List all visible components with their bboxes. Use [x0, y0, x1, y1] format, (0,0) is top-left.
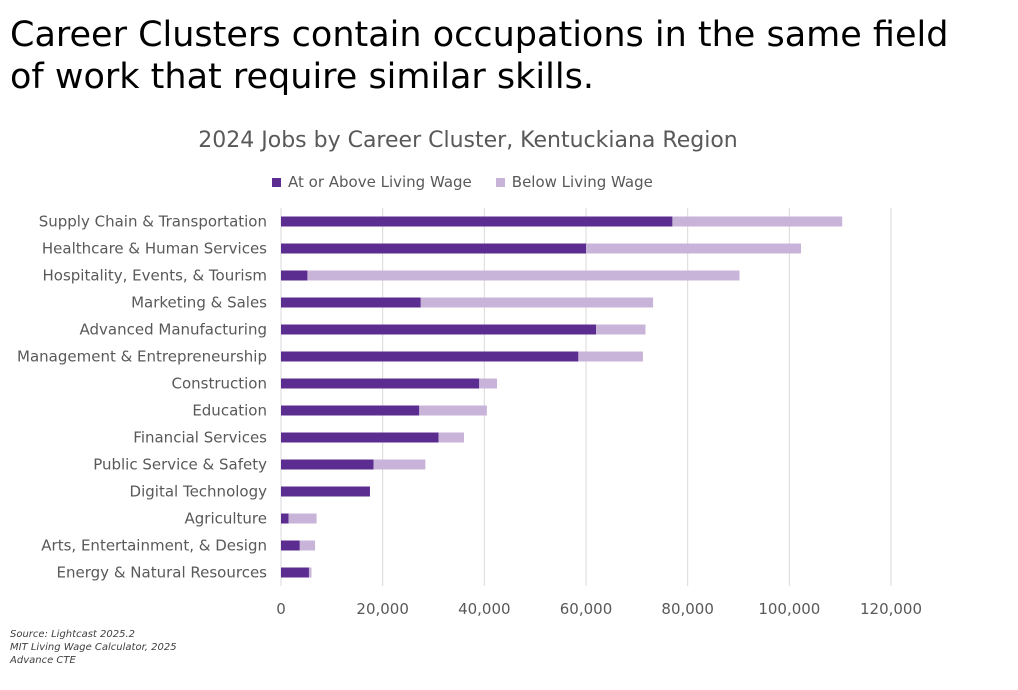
source-line3: Advance CTE: [10, 655, 76, 666]
category-label: Hospitality, Events, & Tourism: [42, 267, 267, 285]
category-label: Financial Services: [133, 429, 267, 447]
bar-below-living-wage: [672, 216, 843, 227]
bar-above-living-wage: [281, 540, 300, 551]
chart-legend: At or Above Living Wage Below Living Wag…: [272, 172, 653, 192]
category-label: Healthcare & Human Services: [42, 240, 267, 258]
slide-title-line2: of work that require similar skills.: [10, 57, 594, 97]
bar-above-living-wage: [281, 351, 579, 362]
bar-below-living-wage: [307, 270, 740, 281]
bar-below-living-wage: [373, 459, 426, 470]
bar-above-living-wage: [281, 567, 309, 578]
bar-below-living-wage: [578, 351, 643, 362]
bar-below-living-wage: [419, 405, 487, 416]
bar-below-living-wage: [420, 297, 654, 308]
bar-below-living-wage: [479, 378, 498, 389]
category-label: Construction: [171, 375, 267, 393]
category-label: Management & Entrepreneurship: [17, 348, 267, 366]
category-label: Public Service & Safety: [93, 456, 267, 474]
bar-below-living-wage: [288, 513, 317, 524]
legend-label-above: At or Above Living Wage: [288, 173, 472, 191]
category-label: Education: [192, 402, 267, 420]
bar-above-living-wage: [281, 405, 420, 416]
legend-label-below: Below Living Wage: [511, 173, 653, 191]
category-label: Supply Chain & Transportation: [39, 213, 267, 231]
category-label: Arts, Entertainment, & Design: [41, 537, 267, 555]
x-tick-label: 20,000: [356, 600, 409, 618]
bar-above-living-wage: [281, 378, 480, 389]
bar-below-living-wage: [596, 324, 646, 335]
category-label: Digital Technology: [130, 483, 268, 501]
source-line2: MIT Living Wage Calculator, 2025: [10, 642, 177, 653]
legend-swatch-above: [272, 177, 281, 187]
slide-title: Career Clusters contain occupations in t…: [10, 14, 1010, 98]
bar-above-living-wage: [281, 513, 289, 524]
bar-chart: 0 20,000 40,000 60,000 80,000 100,000 120,000 S…: [17, 208, 922, 618]
bar-below-living-wage: [438, 432, 464, 443]
legend-item-above: At or Above Living Wage: [272, 173, 472, 191]
bar-below-living-wage: [586, 243, 802, 254]
bar-above-living-wage: [281, 432, 439, 443]
category-label: Advanced Manufacturing: [80, 321, 267, 339]
x-tick-label: 60,000: [560, 600, 613, 618]
bar-above-living-wage: [281, 297, 421, 308]
bar-below-living-wage: [299, 540, 316, 551]
bar-above-living-wage: [281, 324, 597, 335]
source-note: Source: Lightcast 2025.2 MIT Living Wage…: [10, 628, 177, 667]
bar-above-living-wage: [281, 243, 586, 254]
chart-title: 2024 Jobs by Career Cluster, Kentuckiana…: [198, 128, 738, 153]
legend-item-below: Below Living Wage: [495, 173, 653, 191]
bar-below-living-wage: [308, 567, 312, 578]
bar-above-living-wage: [281, 270, 308, 281]
x-tick-label: 100,000: [758, 600, 820, 618]
x-tick-label: 120,000: [860, 600, 922, 618]
bar-above-living-wage: [281, 459, 374, 470]
bar-above-living-wage: [281, 216, 673, 227]
legend-swatch-below: [495, 177, 505, 187]
source-line1: Source: Lightcast 2025.2: [10, 629, 135, 640]
slide-title-line1: Career Clusters contain occupations in t…: [10, 15, 949, 55]
category-label: Agriculture: [185, 510, 268, 528]
category-label: Energy & Natural Resources: [57, 564, 268, 582]
category-label: Marketing & Sales: [131, 294, 267, 312]
x-tick-label: 0: [276, 600, 286, 618]
bar-above-living-wage: [281, 486, 370, 497]
x-tick-label: 80,000: [661, 600, 714, 618]
x-tick-label: 40,000: [458, 600, 511, 618]
